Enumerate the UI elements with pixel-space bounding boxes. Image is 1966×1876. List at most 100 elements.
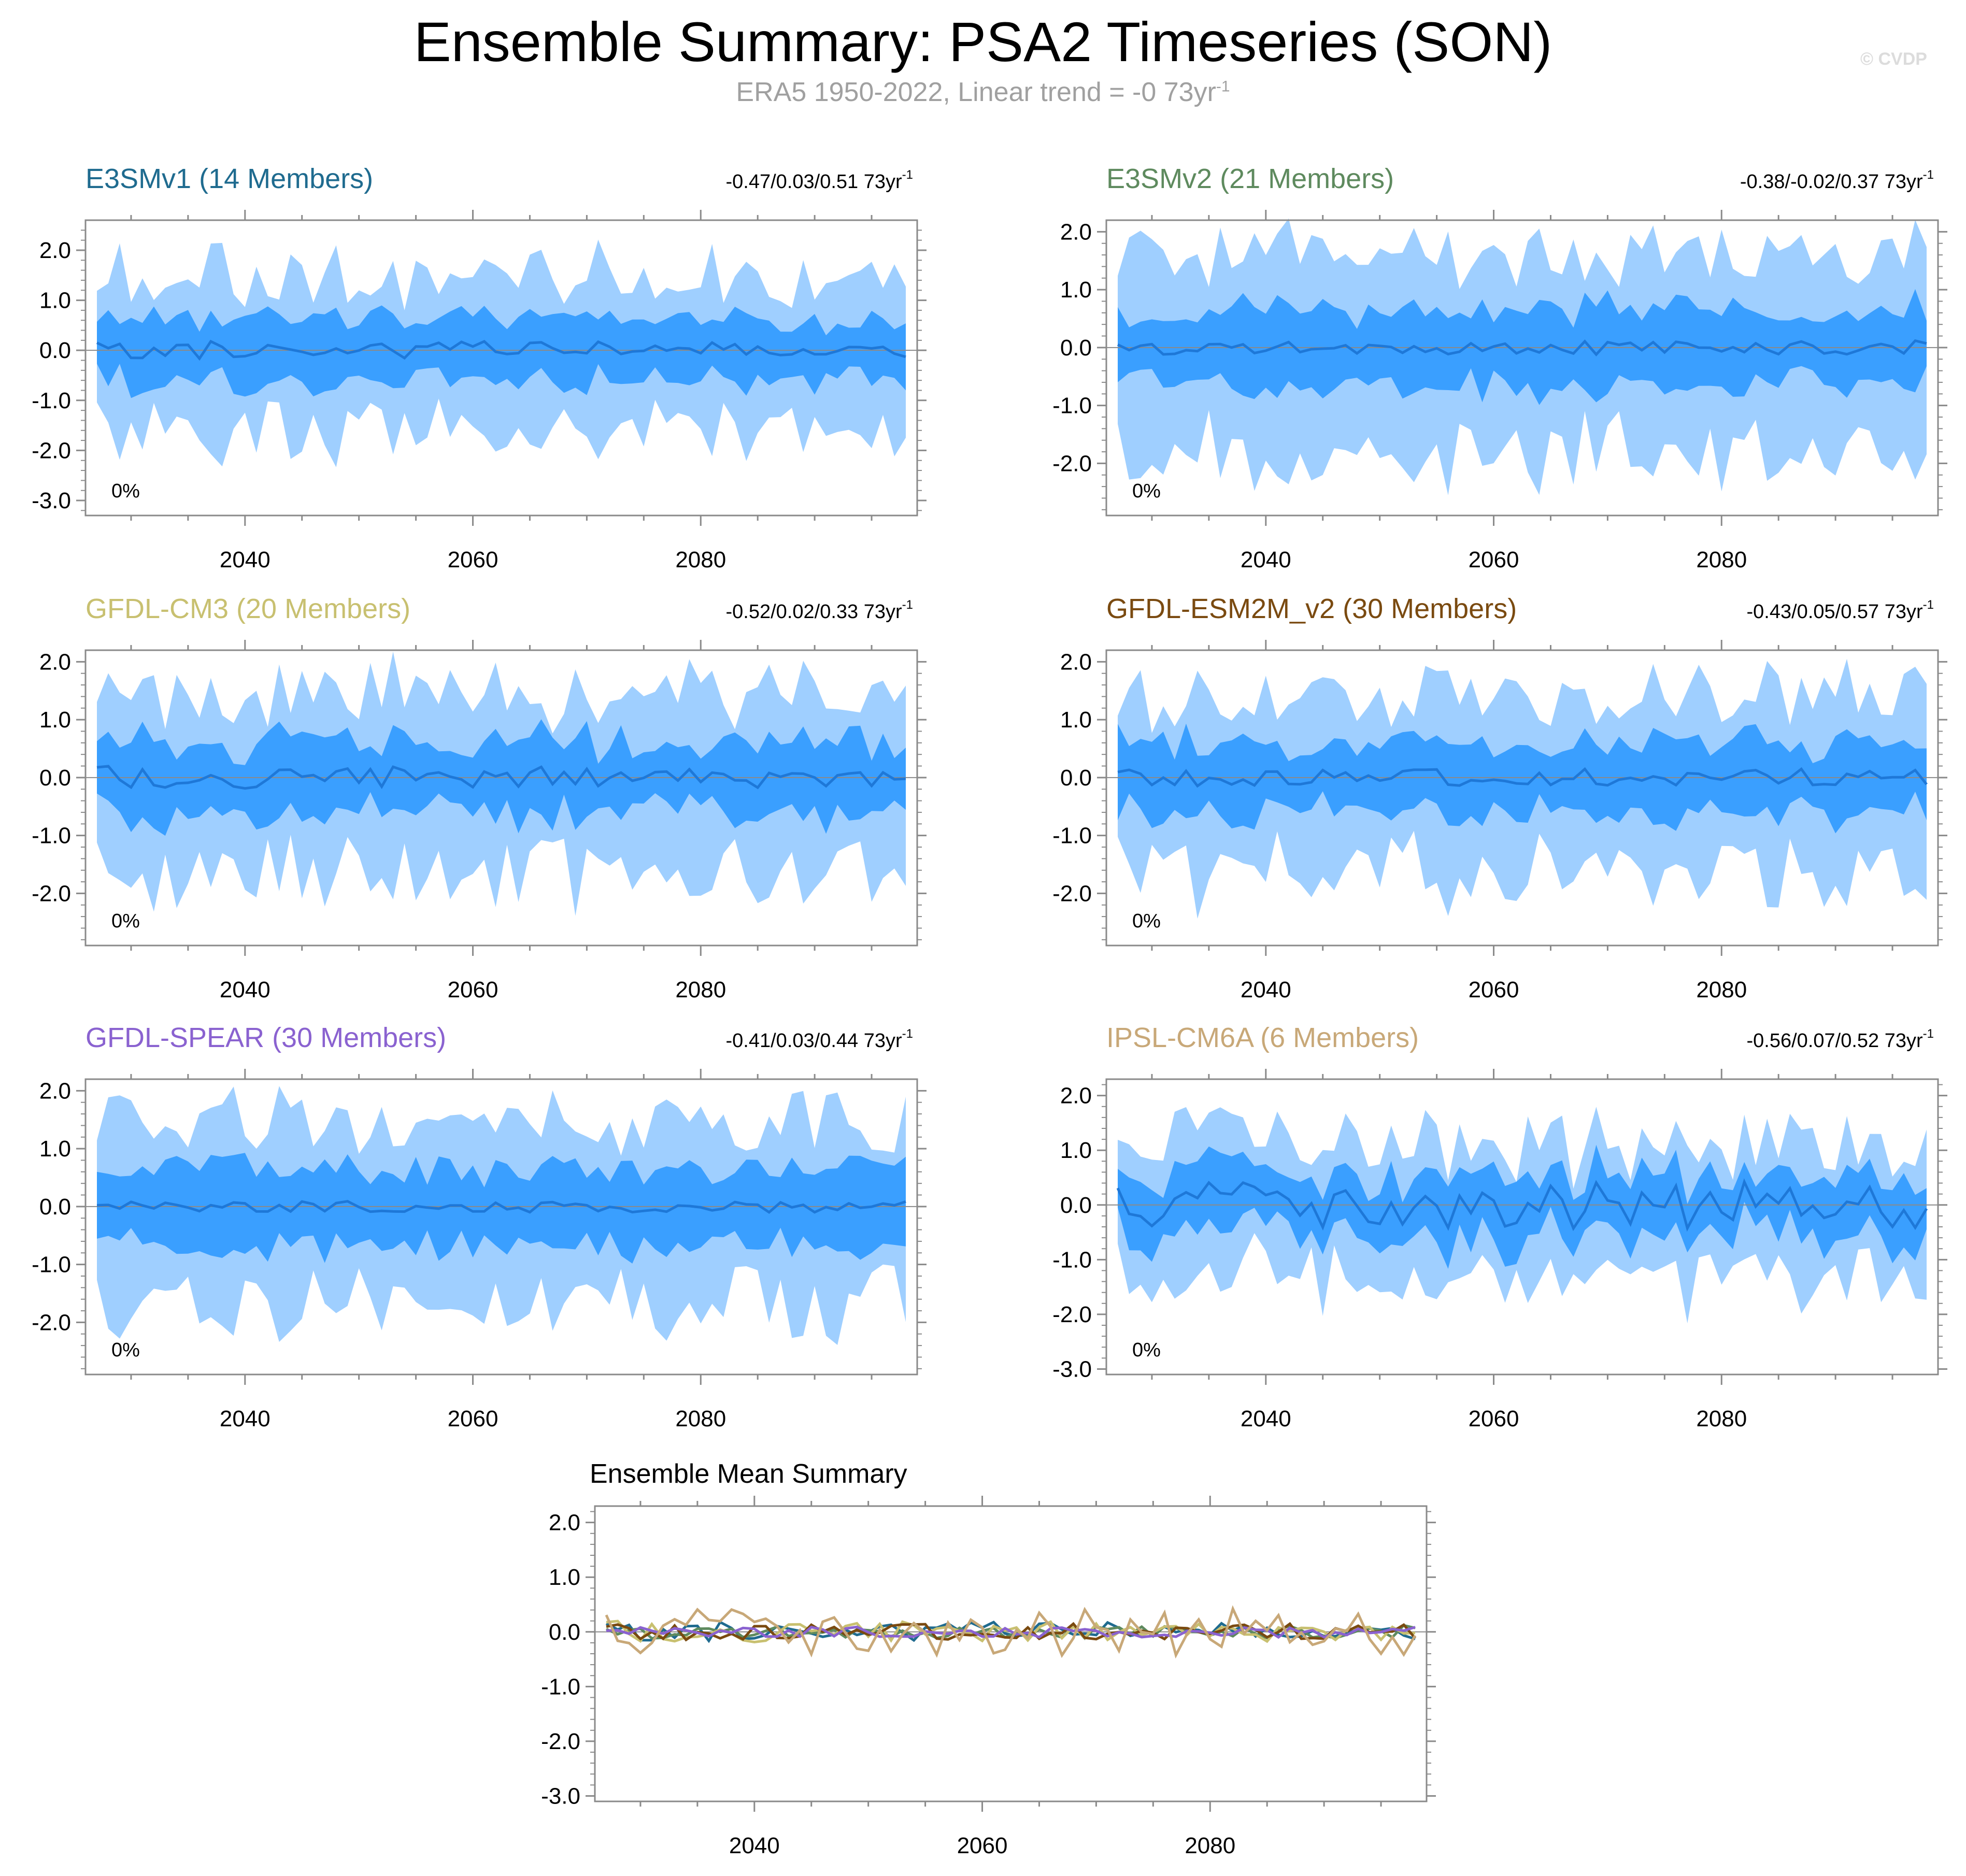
y-tick-label: -1.0 [541,1674,580,1699]
y-tick-label: -1.0 [1052,1247,1092,1272]
ensemble-mean-line [96,1200,906,1214]
subtitle-text: ERA5 1950-2022, Linear trend = -0 73yr [736,77,1216,107]
x-tick-label: 2080 [1185,1833,1235,1858]
y-tick-label: -1.0 [1052,393,1092,419]
panel-3: GFDL-CM3 (20 Members) -0.52/0.02/0.33 73y… [32,593,927,1003]
x-tick-label: 2060 [1469,547,1519,572]
inner-spread-band [1118,1144,1927,1269]
trend-text: -0.43/0.05/0.57 73yr [1747,601,1923,623]
x-tick-label: 2040 [729,1833,780,1858]
cvdp-credit: © CVDP [1860,49,1927,69]
y-tick-label: -1.0 [1052,823,1092,849]
y-tick-label: 1.0 [39,1136,71,1162]
figure-title: Ensemble Summary: PSA2 Timeseries (SON) [414,10,1552,73]
panel-trend-label: -0.56/0.07/0.52 73yr-1 [1747,1027,1934,1052]
percent-label: 0% [111,1339,140,1361]
ensemble-mean-line [1117,339,1927,356]
y-tick-label: -2.0 [32,438,71,463]
percent-label: 0% [1132,480,1161,502]
panel-title: IPSL-CM6A (6 Members) [1106,1022,1419,1053]
y-tick-label: 0.0 [39,338,71,363]
x-tick-label: 2080 [1696,547,1747,572]
inner-spread-band [1118,289,1927,405]
mean-summary-title: Ensemble Mean Summary [590,1459,907,1489]
percent-label: 0% [111,480,140,502]
ensemble-mean-line [96,339,906,361]
y-tick-label: 0.0 [1060,765,1092,791]
trend-text: -0.41/0.03/0.44 73yr [726,1030,902,1052]
panel-trend-label: -0.43/0.05/0.57 73yr-1 [1747,598,1934,623]
x-tick-label: 2080 [1696,1406,1747,1431]
x-tick-label: 2040 [220,977,270,1003]
trend-text: -0.56/0.07/0.52 73yr [1747,1030,1923,1052]
trend-exponent: -1 [902,1027,913,1041]
panel-5: GFDL-SPEAR (30 Members) -0.41/0.03/0.44 7… [32,1022,927,1431]
x-tick-label: 2060 [957,1833,1008,1858]
panel-1: E3SMv1 (14 Members) -0.47/0.03/0.51 73yr-… [32,163,927,572]
y-tick-label: 1.0 [1060,277,1092,303]
panel-7: Ensemble Mean Summary 2.0 1.0 0.0 -1.0 -2.0 -3… [541,1459,1436,1858]
trend-exponent: -1 [902,598,913,612]
trend-exponent: -1 [902,168,913,182]
ensemble-mean-line [96,765,906,790]
y-tick-label: 1.0 [39,707,71,733]
y-tick-label: 1.0 [39,288,71,313]
x-tick-label: 2040 [1241,1406,1291,1431]
y-tick-label: -1.0 [32,823,71,849]
y-tick-label: 0.0 [39,1194,71,1220]
series-line-gfdl-spear [606,1625,1416,1639]
y-tick-label: 2.0 [39,238,71,263]
panel-6: IPSL-CM6A (6 Members) -0.56/0.07/0.52 73y… [1052,1022,1947,1431]
y-tick-label: 2.0 [1060,1083,1092,1109]
y-tick-label: 2.0 [39,1078,71,1104]
y-tick-label: 2.0 [1060,649,1092,675]
x-tick-label: 2060 [448,977,498,1003]
plot-frame [594,1505,1428,1802]
trend-exponent: -1 [1923,598,1934,612]
y-tick-label: -2.0 [1052,881,1092,906]
y-tick-label: 1.0 [1060,707,1092,733]
y-tick-label: 0.0 [1060,1193,1092,1218]
percent-label: 0% [111,910,140,932]
panel-trend-label: -0.52/0.02/0.33 73yr-1 [726,598,913,623]
subtitle-exponent: -1 [1216,78,1230,95]
x-tick-label: 2040 [220,1406,270,1431]
y-tick-label: 1.0 [1060,1138,1092,1163]
ensemble-mean-line [1116,1178,1928,1232]
y-tick-label: -3.0 [32,488,71,513]
x-tick-label: 2080 [675,977,726,1003]
y-tick-label: -2.0 [1052,1302,1092,1327]
trend-text: -0.38/-0.02/0.37 73yr [1740,171,1923,193]
panel-2: E3SMv2 (21 Members) -0.38/-0.02/0.37 73yr… [1052,163,1947,572]
percent-label: 0% [1132,910,1161,932]
y-tick-label: -1.0 [32,1252,71,1278]
panel-title: GFDL-ESM2M_v2 (30 Members) [1106,593,1517,624]
x-tick-label: 2040 [1241,547,1291,572]
panel-4: GFDL-ESM2M_v2 (30 Members) -0.43/0.05/0.5… [1052,593,1947,1003]
panel-trend-label: -0.47/0.03/0.51 73yr-1 [726,168,913,193]
y-tick-label: -2.0 [32,881,71,906]
plot-frame [84,1078,918,1376]
panel-trend-label: -0.41/0.03/0.44 73yr-1 [726,1027,913,1052]
trend-text: -0.47/0.03/0.51 73yr [726,171,902,193]
trend-exponent: -1 [1923,1027,1934,1041]
x-tick-label: 2060 [448,1406,498,1431]
x-tick-label: 2060 [1469,1406,1519,1431]
y-tick-label: -2.0 [32,1310,71,1335]
y-tick-label: -2.0 [541,1729,580,1754]
panel-title: E3SMv1 (14 Members) [86,163,373,194]
panel-title: E3SMv2 (21 Members) [1106,163,1394,194]
y-tick-label: 0.0 [39,765,71,791]
y-tick-label: -2.0 [1052,451,1092,476]
panel-title: GFDL-CM3 (20 Members) [86,593,410,624]
trend-text: -0.52/0.02/0.33 73yr [726,601,902,623]
x-tick-label: 2080 [1696,977,1747,1003]
panel-trend-label: -0.38/-0.02/0.37 73yr-1 [1740,168,1934,193]
y-tick-label: 0.0 [549,1620,580,1645]
x-tick-label: 2080 [675,547,726,572]
x-tick-label: 2040 [220,547,270,572]
percent-label: 0% [1132,1339,1161,1361]
y-tick-label: 2.0 [1060,219,1092,245]
x-tick-label: 2040 [1241,977,1291,1003]
figure-subtitle: ERA5 1950-2022, Linear trend = -0 73yr-1 [0,77,1966,108]
